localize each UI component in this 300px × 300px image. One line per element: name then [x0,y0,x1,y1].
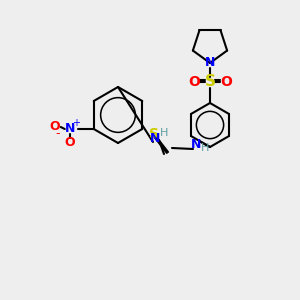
Text: N: N [64,122,75,136]
Text: S: S [205,74,215,89]
Text: -: - [56,128,60,140]
Text: N: N [150,131,160,145]
Text: S: S [149,127,159,141]
Text: O: O [220,75,232,89]
Text: O: O [64,136,75,149]
Text: N: N [191,139,201,152]
Text: H: H [201,143,209,153]
Text: +: + [72,118,80,128]
Text: O: O [50,121,60,134]
Text: O: O [188,75,200,89]
Text: H: H [160,128,168,138]
Text: N: N [205,56,215,68]
